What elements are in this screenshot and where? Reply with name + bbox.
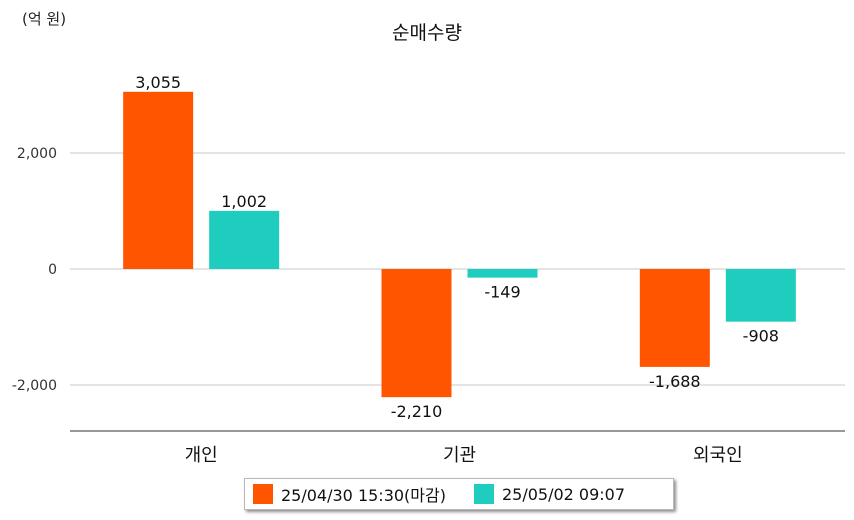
chart-title: 순매수량 (392, 22, 462, 44)
legend-item-series-1[interactable]: 25/04/30 15:30(마감) (253, 482, 446, 506)
data-label: 3,055 (135, 73, 181, 92)
y-tick-label: -2,000 (12, 378, 57, 394)
bar (209, 210, 280, 269)
legend-item-series-2[interactable]: 25/05/02 09:07 (473, 484, 626, 504)
legend-label-series-2: 25/05/02 09:07 (501, 484, 626, 504)
x-category-label: 개인 (185, 445, 218, 466)
bar (467, 269, 538, 278)
data-label: -908 (743, 327, 779, 346)
y-tick-label: 0 (48, 262, 57, 278)
legend-swatch-series-1 (253, 484, 273, 504)
y-tick-label: 2,000 (17, 146, 57, 162)
unit-label: (억 원) (22, 10, 67, 28)
data-label: -1,688 (649, 372, 701, 391)
data-label: -2,210 (391, 402, 443, 421)
x-category-label: 기관 (443, 445, 476, 466)
legend-label-series-1: 25/04/30 15:30(마감) (281, 486, 446, 505)
data-label: -149 (484, 283, 520, 302)
x-category-label: 외국인 (693, 445, 743, 466)
legend-swatch-series-2 (473, 484, 494, 504)
data-label: 1,002 (221, 192, 267, 211)
bar (725, 269, 796, 322)
legend: 25/04/30 15:30(마감) 25/05/02 09:07 (244, 478, 674, 510)
bar (123, 91, 194, 269)
bar (381, 269, 452, 398)
bar (639, 269, 710, 367)
